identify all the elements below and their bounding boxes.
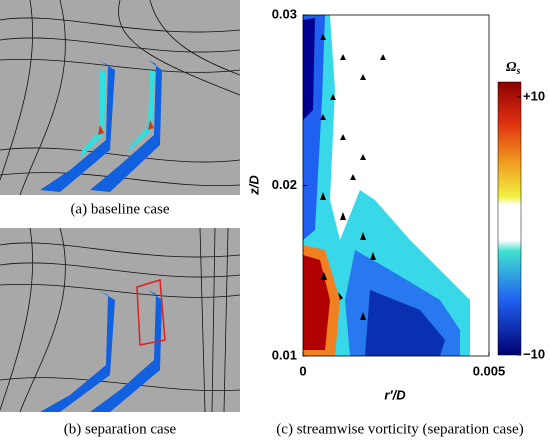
caption-b: (b) separation case <box>64 421 177 437</box>
contour-field <box>303 15 470 356</box>
colorbar-tick-label: +10 <box>523 88 545 103</box>
colorbar-tick-label: −10 <box>523 346 545 361</box>
render-b <box>0 228 240 412</box>
x-axis-label: r′/D <box>384 387 406 402</box>
plot-frame <box>302 14 490 357</box>
x-tick-label: 0 <box>299 363 306 378</box>
colorbar <box>497 81 522 356</box>
y-tick-label: 0.03 <box>272 6 297 21</box>
axis-ticks: 0.01 0.02 0.03 0 0.005 +10 −10 <box>272 6 545 378</box>
render-a <box>0 0 240 195</box>
caption-a: (a) baseline case <box>70 201 169 217</box>
y-tick-label: 0.01 <box>272 347 297 362</box>
x-tick-label: 0.005 <box>473 363 506 378</box>
y-tick-label: 0.02 <box>272 177 297 192</box>
caption-c: (c) streamwise vorticity (separation cas… <box>276 421 523 437</box>
colorbar-label: Ωs <box>506 60 520 77</box>
y-axis-label: z/D <box>246 175 261 196</box>
